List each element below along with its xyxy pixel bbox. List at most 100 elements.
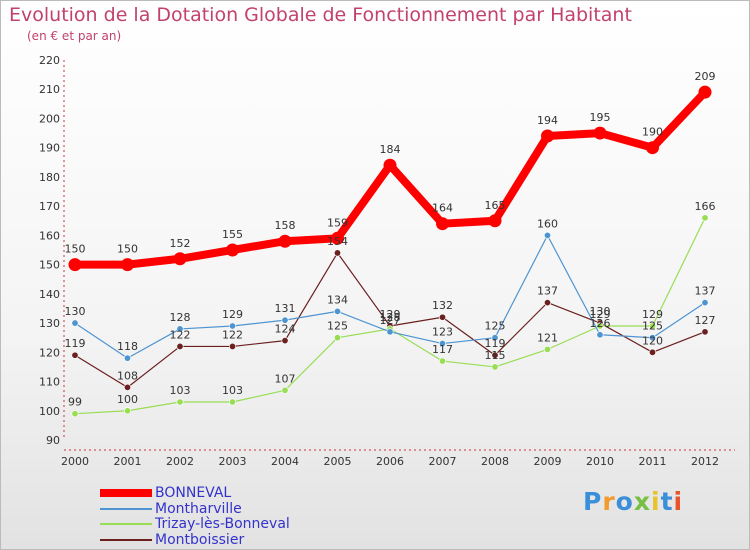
data-point: [124, 354, 132, 362]
data-label: 99: [68, 396, 82, 409]
data-label: 119: [65, 337, 86, 350]
data-label: 118: [117, 340, 138, 353]
data-point: [124, 383, 132, 391]
legend-label: BONNEVAL: [155, 485, 232, 501]
data-point: [491, 351, 499, 359]
data-point: [383, 158, 397, 172]
data-point: [436, 217, 449, 231]
data-point: [543, 231, 551, 239]
data-label: 126: [590, 317, 611, 330]
y-tick-label: 190: [39, 142, 60, 155]
data-label: 103: [170, 384, 191, 397]
data-point: [491, 334, 499, 342]
data-label: 166: [695, 200, 716, 213]
data-label: 134: [327, 293, 348, 306]
data-point: [698, 85, 712, 99]
chart-title: Evolution de la Dotation Globale de Fonc…: [9, 4, 632, 26]
y-tick-label: 100: [39, 405, 60, 418]
data-label: 125: [327, 320, 348, 333]
data-label: 120: [642, 334, 663, 347]
data-point: [701, 214, 709, 222]
data-point: [648, 334, 656, 342]
y-tick-label: 110: [39, 376, 60, 389]
y-tick-label: 160: [39, 229, 60, 242]
legend-label: Montboissier: [155, 532, 245, 548]
data-point: [648, 348, 656, 356]
data-label: 195: [590, 111, 611, 124]
data-label: 127: [380, 314, 401, 327]
data-label: 107: [275, 372, 296, 385]
data-label: 127: [695, 314, 716, 327]
data-label: 150: [65, 243, 86, 256]
data-label: 115: [485, 349, 506, 362]
data-label: 137: [695, 285, 716, 298]
legend-swatch: [100, 489, 152, 497]
x-tick-label: 2001: [114, 455, 142, 468]
data-point: [491, 363, 499, 371]
x-tick-label: 2000: [61, 455, 89, 468]
axes: 90 100 110 120 130 140 150 160 170 180 190 200 210 22…: [39, 54, 735, 468]
x-tick-label: 2012: [691, 455, 719, 468]
y-tick-label: 150: [39, 259, 60, 272]
data-label: 124: [275, 323, 296, 336]
data-point: [331, 231, 344, 245]
data-label: 122: [170, 328, 191, 341]
data-point: [71, 319, 79, 327]
data-point: [281, 337, 289, 345]
y-tick-label: 90: [46, 434, 60, 447]
data-label: 160: [537, 217, 558, 230]
data-label: 158: [275, 219, 296, 232]
x-tick-label: 2003: [219, 455, 247, 468]
data-label: 184: [380, 143, 401, 156]
data-point: [121, 258, 134, 272]
y-tick-label: 170: [39, 200, 60, 213]
data-point: [646, 141, 659, 155]
legend-item: Trizay-lès-Bonneval: [100, 516, 290, 532]
y-tick-label: 200: [39, 112, 60, 125]
chart-subtitle: (en € et par an): [27, 29, 122, 43]
data-point: [438, 313, 446, 321]
data-point: [176, 398, 184, 406]
data-point: [176, 342, 184, 350]
data-point: [173, 252, 187, 266]
data-point: [71, 410, 79, 418]
legend-item: BONNEVAL: [100, 485, 231, 501]
x-tick-label: 2002: [166, 455, 194, 468]
y-tick-label: 180: [39, 171, 60, 184]
data-label: 154: [327, 235, 348, 248]
data-label: 131: [275, 302, 296, 315]
data-point: [278, 234, 292, 248]
data-label: 194: [537, 114, 558, 127]
data-point: [701, 299, 709, 307]
data-point: [541, 129, 554, 143]
data-point: [281, 316, 289, 324]
data-point: [386, 328, 394, 336]
data-label: 123: [432, 326, 453, 339]
data-label: 100: [117, 393, 138, 406]
series-layer: [68, 85, 712, 418]
proxiti-logo: Proxiti: [583, 487, 684, 516]
data-label: 125: [485, 320, 506, 333]
data-point: [333, 307, 341, 315]
data-point: [596, 331, 604, 339]
data-point: [281, 386, 289, 394]
data-label: 121: [537, 331, 558, 344]
data-point: [701, 328, 709, 336]
y-tick-label: 120: [39, 346, 60, 359]
data-label: 119: [485, 337, 506, 350]
data-label: 122: [222, 328, 243, 341]
data-label: 165: [485, 199, 506, 212]
data-label: 132: [432, 299, 453, 312]
data-label: 129: [380, 308, 401, 321]
data-label: 125: [642, 320, 663, 333]
data-label: 150: [117, 243, 138, 256]
data-label: 130: [590, 305, 611, 318]
data-point: [229, 322, 237, 330]
data-label: 152: [170, 237, 191, 250]
data-label: 129: [590, 308, 611, 321]
data-label: 128: [170, 311, 191, 324]
legend-item: Montharville: [100, 501, 242, 517]
data-point: [333, 334, 341, 342]
x-tick-label: 2004: [271, 455, 299, 468]
